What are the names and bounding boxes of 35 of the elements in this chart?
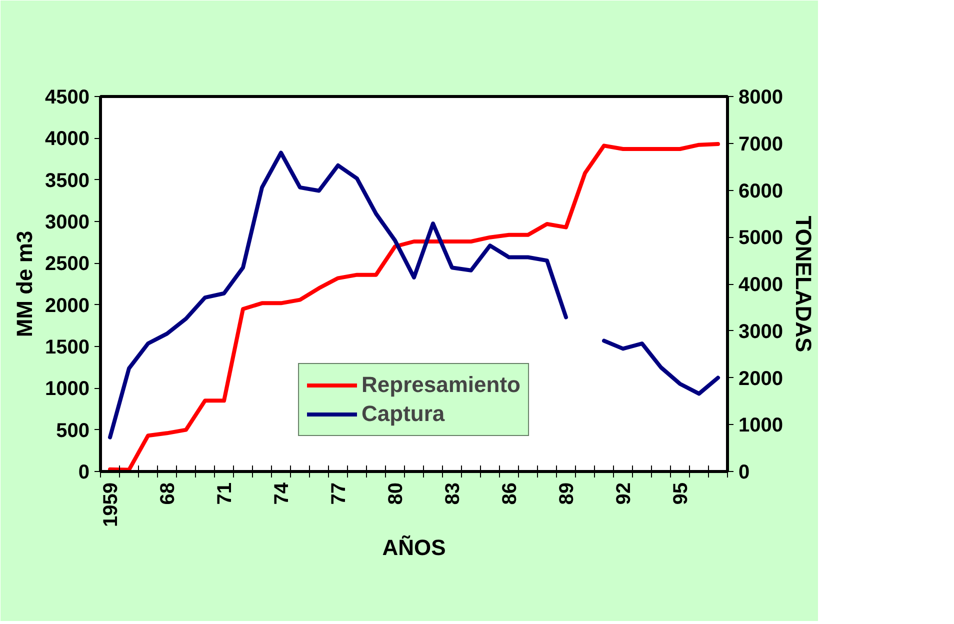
x-axis-title: AÑOS [382, 534, 446, 560]
x-tick-label: 92 [613, 482, 635, 505]
x-tick-label: 80 [385, 482, 407, 505]
x-tick-label: 1959 [100, 482, 122, 527]
x-tick-label: 77 [328, 482, 350, 505]
x-tick-label: 68 [157, 482, 179, 505]
y2-tick-label: 8000 [738, 86, 783, 108]
y-tick-label: 2500 [45, 253, 90, 276]
y-tick-label: 3500 [45, 170, 90, 192]
y-tick-label: 1500 [45, 336, 90, 358]
y-tick-label: 500 [56, 420, 90, 442]
y-tick-label: 2000 [45, 294, 90, 317]
y2-tick-label: 0 [738, 462, 750, 484]
y-tick-label: 1000 [45, 378, 90, 400]
y-tick-label: 3000 [45, 212, 90, 234]
y2-tick-label: 1000 [738, 414, 783, 437]
y2-tick-label: 5000 [738, 227, 783, 250]
x-tick-label: 86 [499, 482, 521, 505]
y2-axis-title: TONELADAS [790, 216, 816, 352]
x-tick-label: 89 [556, 482, 578, 505]
x-tick-label: 71 [214, 482, 236, 505]
legend-label: Represamiento [362, 372, 520, 398]
x-tick-label: 74 [271, 482, 293, 505]
x-tick-label: 83 [442, 482, 464, 505]
y-tick-label: 4000 [45, 128, 90, 150]
y2-tick-label: 2000 [738, 368, 783, 390]
y-axis-title: MM de m3 [12, 230, 38, 338]
y-tick-label: 4500 [45, 86, 90, 108]
y2-tick-label: 3000 [738, 320, 783, 343]
y2-tick-label: 4000 [738, 274, 783, 296]
legend-label: Captura [362, 401, 445, 427]
y-tick-label: 0 [78, 462, 90, 484]
y2-tick-label: 7000 [738, 133, 783, 156]
y2-tick-label: 6000 [738, 180, 783, 202]
x-tick-label: 95 [670, 482, 692, 505]
